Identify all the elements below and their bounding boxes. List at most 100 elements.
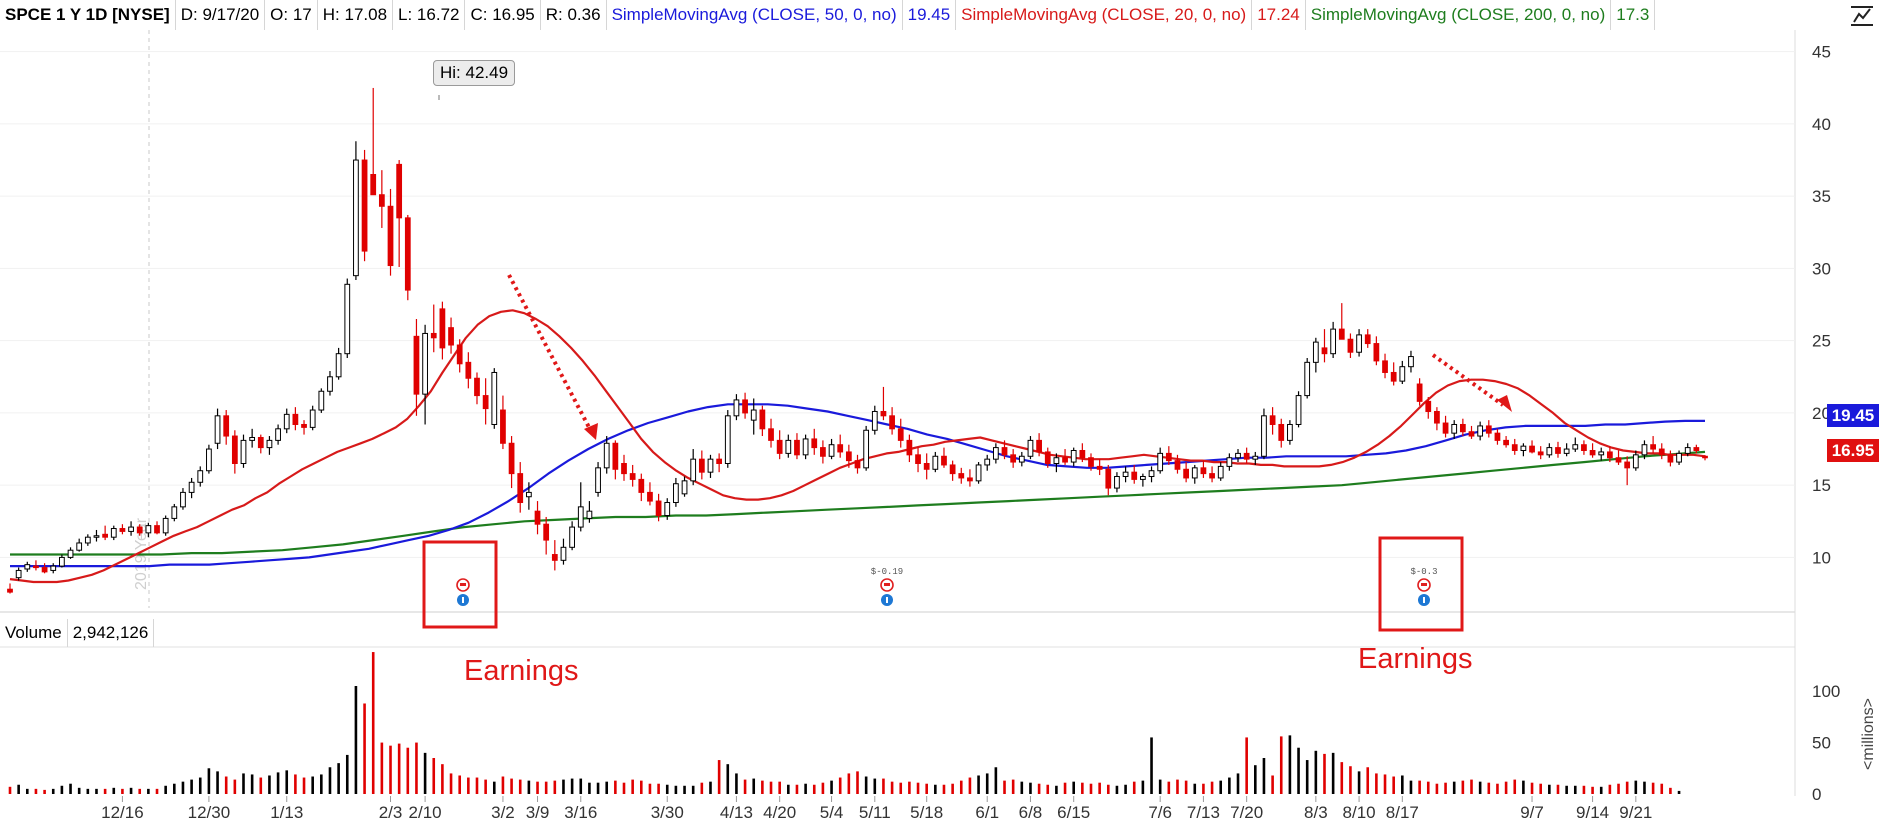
volume-bar — [1444, 782, 1447, 794]
sma200-path — [10, 450, 1706, 556]
candle-body — [396, 163, 403, 219]
volume-bar — [1452, 781, 1456, 794]
candle-body — [1537, 451, 1544, 456]
candle-body — [482, 395, 489, 410]
volume-bar — [1513, 779, 1517, 794]
volume-bar — [1383, 774, 1387, 794]
volume-bar — [804, 783, 807, 794]
chart-style-icon[interactable] — [1847, 4, 1877, 28]
volume-bar — [467, 777, 470, 794]
x-tick-label: 12/16 — [101, 803, 144, 822]
candle-body — [257, 436, 264, 449]
candle-body — [93, 535, 100, 538]
volume-bar — [1210, 781, 1214, 794]
x-tick-label: 4/13 — [720, 803, 753, 822]
volume-bar — [1063, 782, 1067, 794]
volume-bar — [1522, 780, 1525, 794]
candle-body — [378, 194, 385, 207]
volume-bar — [1669, 787, 1672, 794]
volume-bar — [691, 785, 695, 794]
candle-body — [240, 439, 247, 465]
candle-body — [603, 442, 610, 469]
candle-body — [1200, 467, 1207, 475]
volume-bar — [259, 777, 263, 794]
candle-body — [283, 413, 290, 430]
eps-label: $-0.19 — [871, 567, 903, 577]
volume-bar — [1487, 782, 1491, 794]
volume-bar — [1167, 781, 1171, 794]
candle-body — [595, 467, 601, 493]
candle-body — [802, 438, 809, 456]
candle-body — [586, 510, 593, 519]
trend-arrow — [1431, 353, 1505, 407]
volume-bar — [1496, 783, 1499, 794]
sma20-label[interactable]: SimpleMovingAvg (CLOSE, 20, 0, no) — [956, 0, 1253, 30]
candle-body — [1650, 444, 1656, 450]
x-tick-label: 3/16 — [564, 803, 597, 822]
x-tick-label: 6/8 — [1019, 803, 1043, 822]
volume-bar — [484, 779, 487, 794]
volume-bar — [268, 775, 271, 794]
volume-bar — [1634, 780, 1638, 794]
candle-body — [889, 415, 895, 430]
volume-bar — [908, 781, 911, 794]
candle-body — [1390, 371, 1397, 382]
candle-body — [724, 415, 731, 465]
info-icon — [886, 597, 888, 603]
candle-body — [1070, 449, 1077, 463]
candle-body — [915, 454, 921, 464]
candle-body — [1096, 465, 1103, 470]
candle-body — [612, 442, 619, 470]
volume-bar — [743, 779, 747, 794]
volume-bar — [1530, 782, 1534, 794]
x-tick-label: 2/10 — [409, 803, 442, 822]
volume-bar — [294, 774, 297, 794]
volume-bar — [1349, 766, 1352, 794]
volume-bar — [1011, 779, 1015, 794]
x-tick-label: 8/10 — [1343, 803, 1376, 822]
candle-body — [197, 470, 204, 483]
last-price-badge: 16.95 — [1827, 439, 1879, 462]
x-tick-label: 5/18 — [910, 803, 943, 822]
candle-body — [1494, 432, 1501, 441]
volume-label: Volume — [0, 619, 68, 647]
candle-body — [681, 480, 688, 495]
volume-bar — [371, 652, 375, 794]
price-tick-label: 40 — [1812, 115, 1831, 134]
candle-body — [1140, 476, 1146, 480]
volume-bar — [60, 785, 64, 794]
volume-bar — [916, 782, 920, 794]
volume-unit-label: <millions> — [1860, 698, 1877, 770]
candle-body — [136, 526, 143, 534]
volume-bar — [337, 763, 340, 794]
volume-bar — [441, 764, 444, 794]
candle-body — [206, 448, 212, 472]
candle-body — [1191, 467, 1198, 479]
volume-bar — [570, 778, 574, 794]
price-tick-label: 25 — [1812, 332, 1831, 351]
candle-body — [768, 428, 774, 441]
volume-bar — [1305, 760, 1309, 794]
sma50-label[interactable]: SimpleMovingAvg (CLOSE, 50, 0, no) — [607, 0, 903, 30]
volume-bar — [1141, 780, 1145, 794]
info-icon — [462, 597, 464, 603]
volume-bar — [1375, 773, 1378, 794]
volume-bar — [492, 781, 496, 794]
symbol-label[interactable]: SPCE 1 Y 1D [NYSE] — [0, 0, 176, 30]
volume-bar — [553, 780, 557, 794]
candle-body — [1157, 452, 1164, 472]
candle-body — [1287, 423, 1293, 441]
volume-bar — [683, 785, 686, 794]
candle-body — [474, 377, 480, 397]
sma200-label[interactable]: SimpleMovingAvg (CLOSE, 200, 0, no) — [1306, 0, 1612, 30]
volume-bar — [458, 775, 461, 794]
volume-bar — [8, 786, 12, 794]
candle-body — [1010, 454, 1017, 463]
candle-body — [880, 410, 887, 417]
volume-bar — [847, 773, 851, 794]
candle-body — [733, 399, 740, 417]
volume-bar — [1150, 737, 1153, 794]
volume-bar — [1461, 780, 1465, 794]
